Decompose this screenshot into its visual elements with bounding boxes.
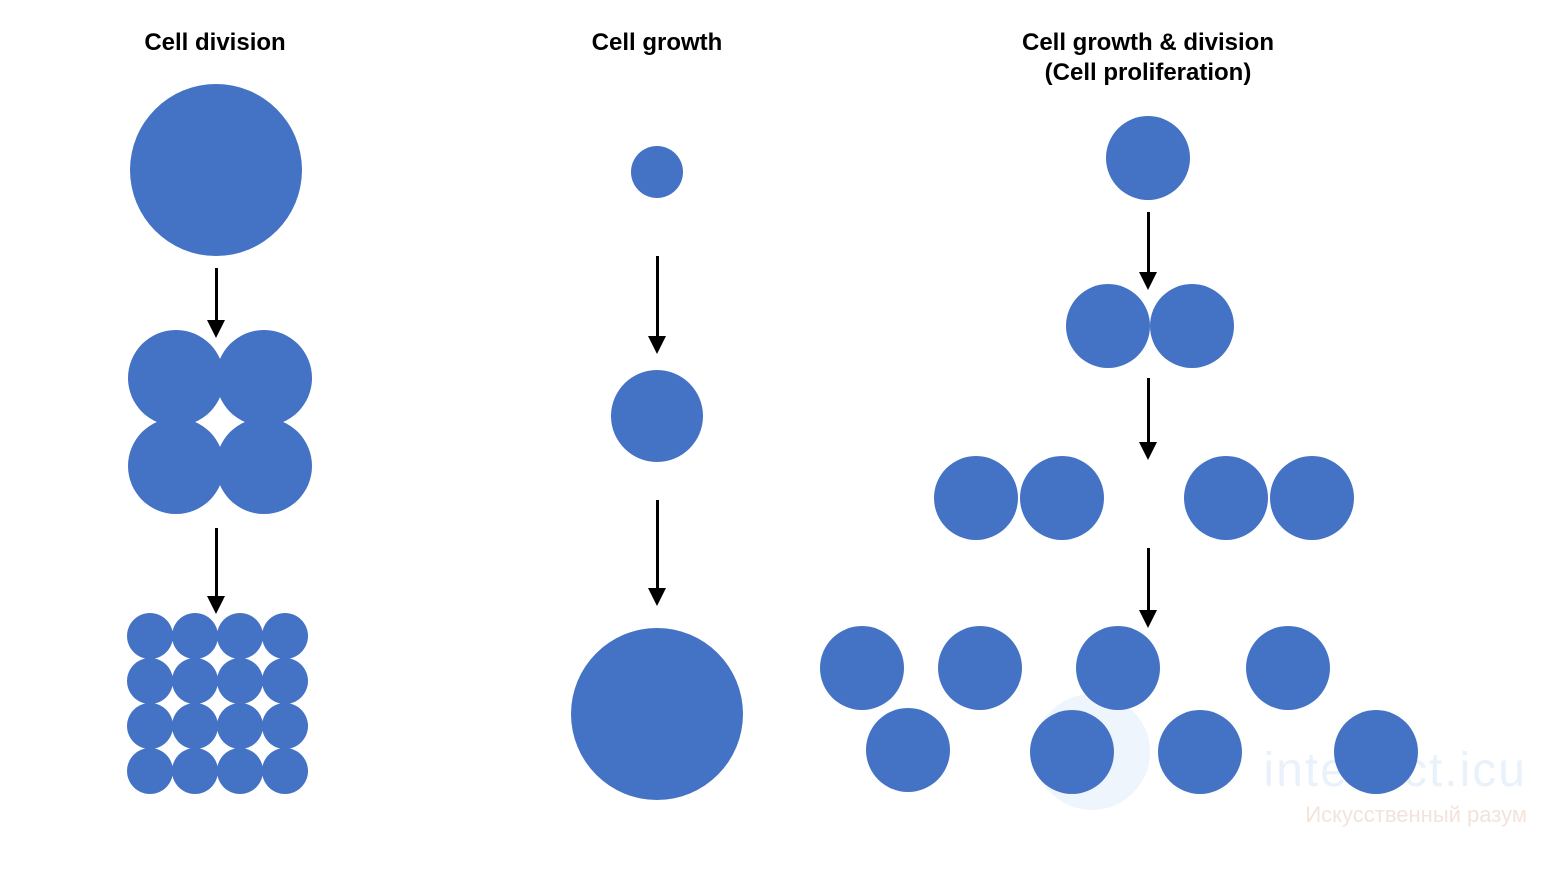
cell-proliferation-two — [1066, 284, 1150, 368]
cell-division-sixteen-small — [217, 748, 263, 794]
watermark-sub: Искусственный разум — [1305, 802, 1527, 828]
arrow-proliferation — [1147, 212, 1150, 274]
cell-growth-large — [571, 628, 743, 800]
cell-division-single-large — [130, 84, 302, 256]
cell-proliferation-eight — [1334, 710, 1418, 794]
cell-division-sixteen-small — [217, 703, 263, 749]
cell-division-sixteen-small — [217, 658, 263, 704]
title-proliferation: Cell growth & division (Cell proliferati… — [938, 28, 1358, 88]
cell-proliferation-eight — [820, 626, 904, 710]
cell-proliferation-four — [1184, 456, 1268, 540]
cell-division-sixteen-small — [172, 613, 218, 659]
cell-proliferation-eight — [1030, 710, 1114, 794]
arrow-proliferation — [1147, 378, 1150, 444]
cell-growth-medium — [611, 370, 703, 462]
arrow-growth — [656, 500, 659, 590]
cell-division-sixteen-small — [262, 703, 308, 749]
cell-division-four-medium — [216, 418, 312, 514]
cell-division-sixteen-small — [127, 658, 173, 704]
arrow-head-division — [207, 596, 225, 614]
cell-division-sixteen-small — [262, 748, 308, 794]
arrow-head-division — [207, 320, 225, 338]
arrow-head-proliferation — [1139, 610, 1157, 628]
cell-division-sixteen-small — [127, 613, 173, 659]
title-division: Cell division — [65, 28, 365, 58]
cell-proliferation-four — [1020, 456, 1104, 540]
cell-proliferation-eight — [1246, 626, 1330, 710]
cell-division-four-medium — [216, 330, 312, 426]
cell-proliferation-four — [1270, 456, 1354, 540]
arrow-division — [215, 268, 218, 322]
arrow-growth — [656, 256, 659, 338]
arrow-division — [215, 528, 218, 598]
cell-proliferation-four — [934, 456, 1018, 540]
cell-proliferation-eight — [866, 708, 950, 792]
cell-division-sixteen-small — [172, 658, 218, 704]
arrow-head-proliferation — [1139, 442, 1157, 460]
cell-division-sixteen-small — [127, 703, 173, 749]
cell-division-sixteen-small — [217, 613, 263, 659]
cell-division-sixteen-small — [262, 658, 308, 704]
cell-division-four-medium — [128, 330, 224, 426]
cell-proliferation-eight — [1158, 710, 1242, 794]
cell-division-sixteen-small — [262, 613, 308, 659]
arrow-head-growth — [648, 336, 666, 354]
cell-proliferation-one — [1106, 116, 1190, 200]
arrow-proliferation — [1147, 548, 1150, 612]
title-growth: Cell growth — [507, 28, 807, 58]
cell-division-sixteen-small — [172, 703, 218, 749]
cell-division-sixteen-small — [127, 748, 173, 794]
cell-proliferation-two — [1150, 284, 1234, 368]
cell-division-four-medium — [128, 418, 224, 514]
diagram-stage: { "canvas": { "width": 1557, "height": 8… — [0, 0, 1557, 876]
arrow-head-proliferation — [1139, 272, 1157, 290]
cell-division-sixteen-small — [172, 748, 218, 794]
cell-growth-small — [631, 146, 683, 198]
arrow-head-growth — [648, 588, 666, 606]
cell-proliferation-eight — [938, 626, 1022, 710]
cell-proliferation-eight — [1076, 626, 1160, 710]
